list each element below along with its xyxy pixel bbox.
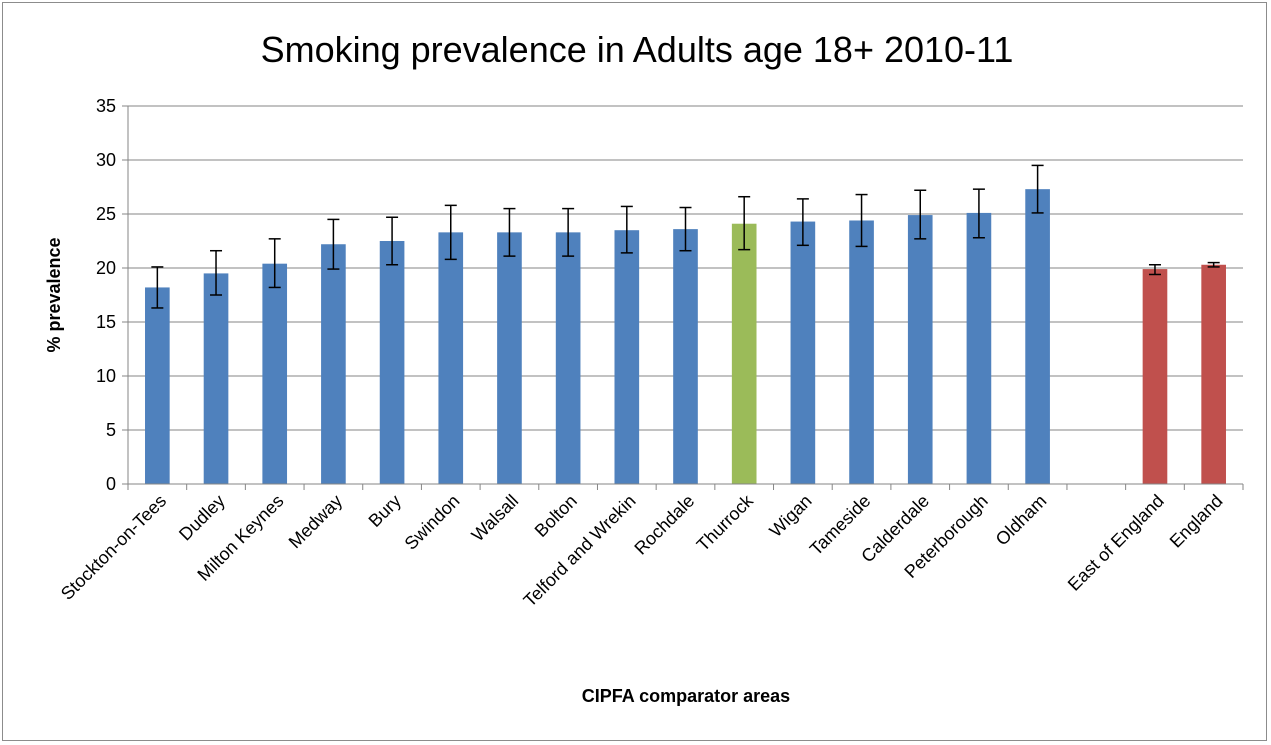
x-tick-label: Telford and Wrekin	[520, 491, 640, 611]
bar	[790, 221, 816, 484]
bar	[849, 220, 874, 485]
y-tick-label: 30	[96, 150, 116, 170]
bar	[731, 223, 757, 484]
x-tick-label: Swindon	[401, 491, 464, 554]
x-tick-label: Wigan	[765, 491, 815, 541]
x-tick-label: East of England	[1064, 491, 1168, 595]
y-tick-label: 20	[96, 258, 116, 278]
x-tick-label: Medway	[285, 491, 347, 553]
y-tick-label: 5	[106, 420, 116, 440]
x-tick-label: Oldham	[992, 491, 1051, 550]
x-tick-label: Rochdale	[630, 491, 698, 559]
chart-title: Smoking prevalence in Adults age 18+ 201…	[261, 29, 1014, 70]
x-tick-label: Bury	[365, 491, 405, 531]
bar	[321, 244, 346, 484]
bar	[379, 241, 405, 484]
bar	[262, 263, 288, 484]
bars	[145, 189, 1226, 485]
x-tick-label: Bolton	[531, 491, 581, 541]
y-tick-label: 35	[96, 96, 116, 116]
bar	[1201, 264, 1226, 484]
axes	[127, 106, 1244, 490]
bar	[1142, 269, 1168, 484]
bar	[907, 215, 933, 484]
bar	[673, 229, 698, 484]
x-tick-label: Dudley	[175, 491, 229, 545]
y-tick-labels: 0 5 10 15 20 25 30 35	[96, 96, 116, 494]
x-tick-label: Walsall	[468, 491, 523, 546]
bar	[555, 232, 581, 484]
error-bars	[151, 164, 1220, 309]
x-tick-label: England	[1166, 491, 1227, 552]
x-tick-label: Thurrock	[693, 490, 758, 555]
y-tick-label: 10	[96, 366, 116, 386]
bar	[614, 230, 640, 484]
y-tick-label: 15	[96, 312, 116, 332]
bar	[145, 287, 170, 484]
bar	[438, 232, 464, 484]
y-tick-label: 0	[106, 474, 116, 494]
x-tick-label: Stockton-on-Tees	[57, 491, 170, 604]
bar	[1025, 189, 1050, 484]
y-axis-title: % prevalence	[44, 237, 64, 352]
x-axis-title: CIPFA comparator areas	[582, 686, 790, 706]
bar	[203, 273, 229, 484]
bar	[966, 212, 992, 485]
bar	[497, 232, 522, 484]
y-tick-label: 25	[96, 204, 116, 224]
